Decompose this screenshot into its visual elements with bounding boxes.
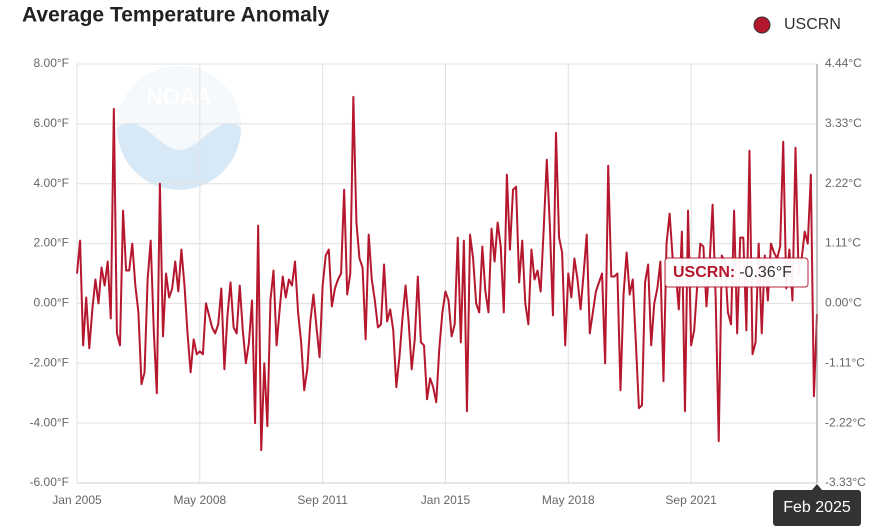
legend-label: USCRN <box>784 16 841 33</box>
y-tick-label: 8.00°F <box>34 56 69 70</box>
tooltip-value: -0.36°F <box>739 264 792 281</box>
crosshair-pointer <box>812 484 822 490</box>
tooltip-text: USCRN: -0.36°F <box>673 264 792 281</box>
y-tick-label: -2.00°F <box>30 355 69 369</box>
y-tick-label: 6.00°F <box>34 116 69 130</box>
x-hover-box <box>773 490 861 526</box>
y2-tick-label: 2.22°C <box>825 176 862 190</box>
x-tick-label: Jan 2005 <box>52 493 102 507</box>
y-tick-label: -6.00°F <box>30 475 69 489</box>
x-tick-label: May 2018 <box>542 493 595 507</box>
y2-tick-label: 1.11°C <box>825 236 861 250</box>
watermark-shape <box>117 66 241 150</box>
y2-tick-label: 4.44°C <box>825 56 862 70</box>
y-tick-label: 2.00°F <box>34 236 69 250</box>
y2-tick-label: -3.33°C <box>825 475 866 489</box>
watermark: NOAA <box>117 66 241 190</box>
y2-tick-label: 3.33°C <box>825 116 862 130</box>
y-tick-label: 0.00°F <box>34 296 69 310</box>
y2-tick-label: -1.11°C <box>825 355 865 369</box>
x-tick-label: Jan 2015 <box>421 493 471 507</box>
y2-tick-label: -2.22°C <box>825 415 866 429</box>
y-tick-label: 4.00°F <box>34 176 69 190</box>
x-hover-label: Feb 2025 <box>783 499 851 516</box>
x-tick-label: Sep 2011 <box>297 493 348 507</box>
x-tick-label: Sep 2021 <box>665 493 717 507</box>
tooltip-box <box>664 257 809 288</box>
series-line <box>76 95 818 452</box>
chart-title: Average Temperature Anomaly <box>22 4 330 27</box>
legend-marker <box>753 16 771 34</box>
watermark-logo <box>117 66 241 190</box>
y-tick-label: -4.00°F <box>30 415 69 429</box>
tooltip-series: USCRN: <box>673 264 735 281</box>
y2-tick-label: 0.00°C <box>825 296 862 310</box>
x-tick-label: May 2008 <box>173 493 226 507</box>
watermark-text: NOAA <box>147 84 212 109</box>
